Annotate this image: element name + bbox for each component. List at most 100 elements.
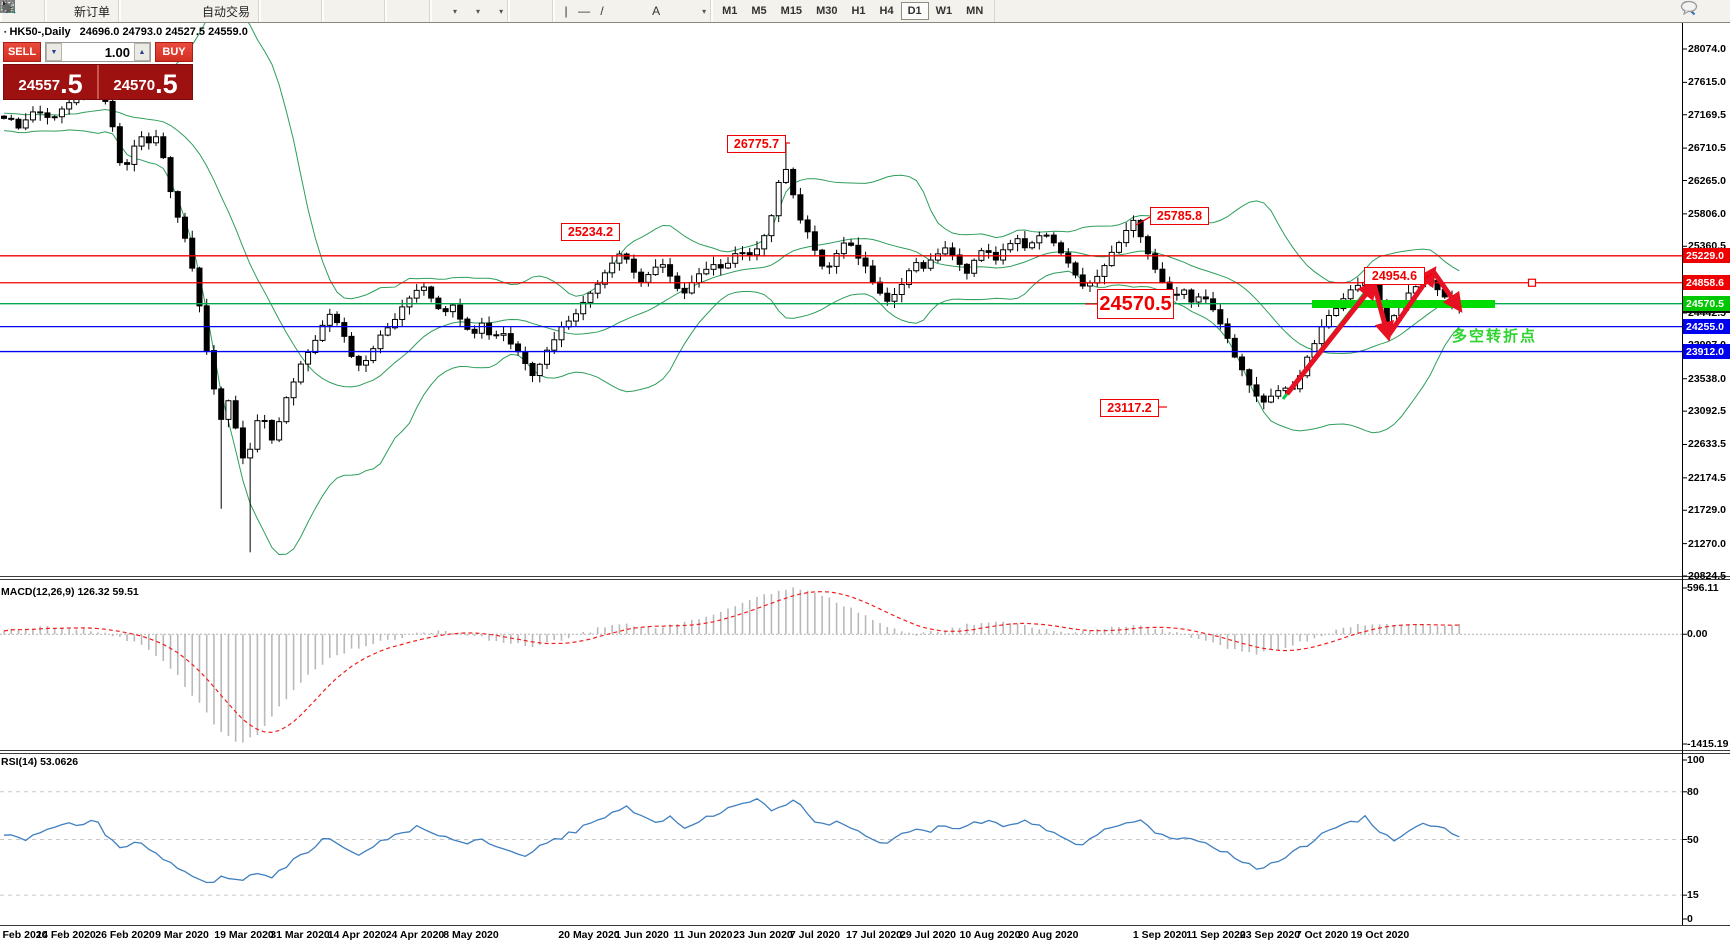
volume-stepper: ▼ 1.00 ▲ (45, 42, 151, 62)
toolbar-group-objects: ▾ ▾ ▾ (0, 0, 509, 22)
date-axis-label: 9 Mar 2020 (155, 929, 209, 941)
timeframe-m30[interactable]: M30 (816, 5, 838, 17)
timeframe-m15[interactable]: M15 (780, 5, 803, 17)
timeframe-h1[interactable]: H1 (851, 5, 866, 17)
candles (1, 83, 1463, 553)
price-annotation[interactable]: 23117.2 (1100, 399, 1159, 417)
macd-pane (0, 587, 1682, 743)
zoom-out-icon[interactable] (1, 1, 362, 20)
toolbar-group-zoom (1, 0, 386, 22)
bollinger-bands (3, 0, 1460, 556)
bar-chart-icon[interactable] (1, 1, 281, 20)
toolbar-group-windows (0, 0, 431, 22)
date-axis-label: 20 Aug 2020 (1017, 929, 1079, 941)
rsi-axis-tick: 0 (1687, 913, 1693, 925)
price-annotation[interactable]: 24954.6 (1364, 267, 1425, 285)
price-annotation[interactable]: 26775.7 (727, 135, 786, 153)
thick-green-level-bar[interactable] (1312, 300, 1495, 308)
price-axis-tick: 27615.0 (1688, 76, 1726, 89)
gold-icon[interactable] (2, 2, 141, 20)
zoom-in-icon[interactable] (1, 1, 344, 20)
axis-price-label: 23912.0 (1683, 344, 1730, 360)
date-axis-label: 14 Apr 2020 (327, 929, 387, 941)
zigzag-arrow[interactable] (1285, 266, 1463, 396)
price-annotation[interactable]: 24570.5 (1097, 289, 1174, 319)
chat-icon[interactable] (1680, 0, 1724, 20)
timeframe-mn[interactable]: MN (966, 5, 984, 17)
date-axis-label: 14 Feb 2020 (36, 929, 96, 941)
ask-price[interactable]: 24570.5 (99, 65, 192, 99)
trend-line-icon[interactable]: / (600, 4, 604, 18)
window-cascade-icon[interactable] (0, 0, 407, 20)
toolbar-right (1680, 0, 1724, 22)
line-chart-icon[interactable] (0, 1, 317, 20)
axis-price-label: 24570.5 (1683, 296, 1730, 312)
template-icon[interactable] (0, 1, 498, 20)
date-axis-label: 1 Jun 2020 (615, 929, 669, 941)
add-indicator-caret-icon[interactable]: ▾ (453, 6, 458, 16)
timeframe-m5[interactable]: M5 (751, 5, 767, 17)
auto-trading-button[interactable]: 自动交易 (1, 1, 254, 21)
rsi-axis-tick: 80 (1687, 785, 1699, 798)
toolbar: 新订单 自动交易 ▾ ▾ ▾ (0, 0, 1730, 23)
rsi-pane (0, 791, 1682, 896)
macd-axis-tick: 0.00 (1687, 628, 1708, 641)
chart-profiles-icon[interactable] (0, 1, 40, 20)
buy-button[interactable]: BUY (155, 42, 193, 62)
date-axis-label: 26 Feb 2020 (95, 929, 155, 941)
window-tile-icon[interactable] (0, 0, 425, 20)
shapes-caret-icon[interactable]: ▾ (702, 6, 707, 16)
bid-ask-display: 24557.5 24570.5 (3, 64, 193, 100)
candlestick-chart-icon[interactable] (1, 1, 299, 20)
bid-price-main: 24557 (18, 77, 61, 94)
timeframe-d1[interactable]: D1 (900, 2, 929, 20)
cursor-icon[interactable] (3, 1, 530, 20)
community-icon[interactable] (1, 1, 159, 20)
timeframe-h4[interactable]: H4 (879, 5, 894, 17)
horizontal-line-icon[interactable]: — (578, 4, 591, 18)
date-axis-label: 11 Sep 2020 (1186, 929, 1246, 941)
auto-trading-icon (1, 1, 199, 20)
timeframe-w1[interactable]: W1 (935, 5, 953, 17)
support-icon[interactable] (1, 1, 177, 20)
volume-field[interactable]: 1.00 (104, 44, 130, 60)
date-axis-label: 10 Aug 2020 (959, 929, 1021, 941)
text-label-icon[interactable]: T (0, 0, 683, 20)
price-axis-tick: 21270.0 (1688, 537, 1726, 550)
fibonacci-icon[interactable]: F (1, 1, 629, 20)
shapes-icon[interactable] (1, 1, 701, 20)
rsi-axis-tick: 100 (1687, 754, 1705, 766)
price-annotation[interactable]: 25234.2 (561, 223, 620, 241)
crosshair-icon[interactable] (1, 1, 548, 20)
period-selector-icon[interactable] (0, 0, 475, 20)
add-indicator-icon[interactable] (1, 2, 452, 20)
tile-windows-icon[interactable] (1, 1, 380, 20)
period-caret-icon[interactable]: ▾ (476, 6, 481, 16)
turning-point-text[interactable]: 多空转折点 (1452, 328, 1538, 345)
price-annotation[interactable]: 25785.8 (1150, 207, 1209, 225)
new-order-button[interactable]: 新订单 (1, 0, 114, 21)
auto-trading-label: 自动交易 (202, 4, 251, 19)
channel-icon[interactable]: E (0, 1, 647, 20)
timeframe-m1[interactable]: M1 (722, 5, 738, 17)
vertical-line-icon[interactable]: | (564, 4, 568, 18)
volume-decrease-button[interactable]: ▼ (46, 43, 62, 61)
date-axis-label: 31 Mar 2020 (270, 929, 330, 941)
bid-price[interactable]: 24557.5 (4, 65, 99, 99)
new-order-label: 新订单 (74, 4, 111, 19)
text-icon[interactable]: A (652, 4, 661, 18)
axis-price-label: 25229.0 (1683, 248, 1730, 264)
ask-price-fraction: .5 (155, 69, 178, 100)
toolbar-group-order: 新订单 (1, 0, 120, 22)
template-caret-icon[interactable]: ▾ (499, 6, 504, 16)
volume-increase-button[interactable]: ▲ (134, 43, 150, 61)
price-axis-tick: 23538.0 (1688, 372, 1726, 385)
date-axis-label: 17 Jul 2020 (845, 929, 903, 941)
new-order-icon (1, 0, 71, 20)
date-axis-label: 11 Jun 2020 (673, 929, 733, 941)
sell-button[interactable]: SELL (3, 42, 41, 62)
toolbar-group-pointer (1, 0, 554, 22)
one-click-trading-panel: SELL ▼ 1.00 ▲ BUY 24557.5 24570.5 (3, 42, 193, 100)
